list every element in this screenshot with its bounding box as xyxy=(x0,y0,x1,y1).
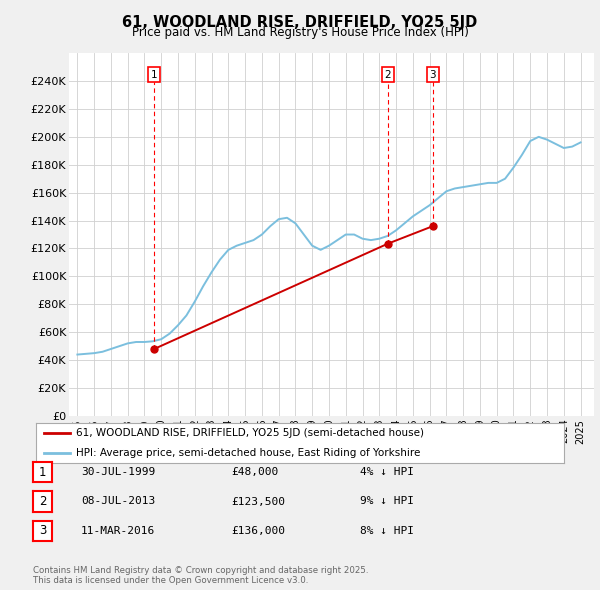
Text: Price paid vs. HM Land Registry's House Price Index (HPI): Price paid vs. HM Land Registry's House … xyxy=(131,26,469,39)
Text: 9% ↓ HPI: 9% ↓ HPI xyxy=(360,497,414,506)
Text: £48,000: £48,000 xyxy=(231,467,278,477)
Text: 8% ↓ HPI: 8% ↓ HPI xyxy=(360,526,414,536)
Text: 3: 3 xyxy=(39,525,46,537)
Text: £123,500: £123,500 xyxy=(231,497,285,506)
Text: 61, WOODLAND RISE, DRIFFIELD, YO25 5JD: 61, WOODLAND RISE, DRIFFIELD, YO25 5JD xyxy=(122,15,478,30)
Text: 1: 1 xyxy=(151,70,158,80)
Text: 08-JUL-2013: 08-JUL-2013 xyxy=(81,497,155,506)
Text: HPI: Average price, semi-detached house, East Riding of Yorkshire: HPI: Average price, semi-detached house,… xyxy=(76,448,420,458)
Text: £136,000: £136,000 xyxy=(231,526,285,536)
Text: 2: 2 xyxy=(39,495,46,508)
Text: 3: 3 xyxy=(430,70,436,80)
Text: 1: 1 xyxy=(39,466,46,478)
Text: 2: 2 xyxy=(385,70,391,80)
Text: 61, WOODLAND RISE, DRIFFIELD, YO25 5JD (semi-detached house): 61, WOODLAND RISE, DRIFFIELD, YO25 5JD (… xyxy=(76,428,424,438)
Text: 30-JUL-1999: 30-JUL-1999 xyxy=(81,467,155,477)
Text: 4% ↓ HPI: 4% ↓ HPI xyxy=(360,467,414,477)
Text: Contains HM Land Registry data © Crown copyright and database right 2025.
This d: Contains HM Land Registry data © Crown c… xyxy=(33,566,368,585)
Text: 11-MAR-2016: 11-MAR-2016 xyxy=(81,526,155,536)
